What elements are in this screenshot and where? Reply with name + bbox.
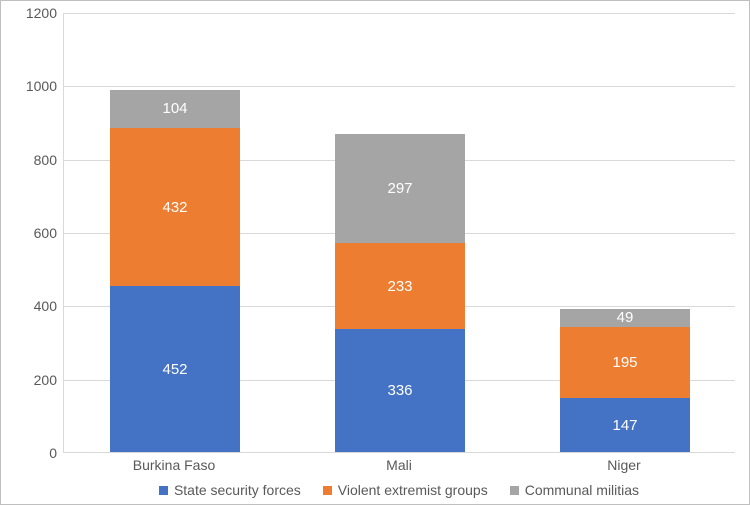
legend-swatch xyxy=(510,486,519,495)
legend-label: Violent extremist groups xyxy=(338,482,488,498)
bar-segment: 49 xyxy=(560,309,690,327)
y-tick-label: 200 xyxy=(7,372,57,388)
bar-segment: 104 xyxy=(110,90,240,128)
legend-item: Communal militias xyxy=(510,482,639,498)
legend: State security forces Violent extremist g… xyxy=(63,482,735,498)
bar-value-label: 452 xyxy=(162,361,187,378)
legend-label: Communal militias xyxy=(525,482,639,498)
y-tick-label: 1200 xyxy=(7,5,57,21)
bar-segment: 195 xyxy=(560,327,690,399)
y-tick-label: 600 xyxy=(7,225,57,241)
plot-area: 452 432 104 336 233 297 147 195 49 xyxy=(63,13,735,453)
bar-segment: 336 xyxy=(335,329,465,452)
x-tick-label: Niger xyxy=(607,457,640,473)
gridline xyxy=(64,86,735,87)
legend-item: State security forces xyxy=(159,482,301,498)
y-tick-label: 400 xyxy=(7,298,57,314)
gridline xyxy=(64,13,735,14)
bar-value-label: 336 xyxy=(387,382,412,399)
bar-segment: 452 xyxy=(110,286,240,452)
y-tick-label: 0 xyxy=(7,445,57,461)
x-tick-label: Mali xyxy=(386,457,412,473)
x-tick-label: Burkina Faso xyxy=(133,457,215,473)
y-tick-label: 800 xyxy=(7,152,57,168)
bar-value-label: 104 xyxy=(162,100,187,117)
bar-value-label: 49 xyxy=(617,309,634,326)
legend-swatch xyxy=(159,486,168,495)
bar-value-label: 147 xyxy=(612,417,637,434)
legend-label: State security forces xyxy=(174,482,301,498)
bar-segment: 297 xyxy=(335,134,465,243)
bar-segment: 432 xyxy=(110,128,240,286)
bar-value-label: 233 xyxy=(387,278,412,295)
bar-segment: 147 xyxy=(560,398,690,452)
bar-value-label: 195 xyxy=(612,354,637,371)
y-tick-label: 1000 xyxy=(7,78,57,94)
stacked-bar-chart: 452 432 104 336 233 297 147 195 49 State securit… xyxy=(0,0,750,505)
bar-value-label: 432 xyxy=(162,199,187,216)
bar-value-label: 297 xyxy=(387,180,412,197)
bar-segment: 233 xyxy=(335,243,465,328)
legend-item: Violent extremist groups xyxy=(323,482,488,498)
legend-swatch xyxy=(323,486,332,495)
